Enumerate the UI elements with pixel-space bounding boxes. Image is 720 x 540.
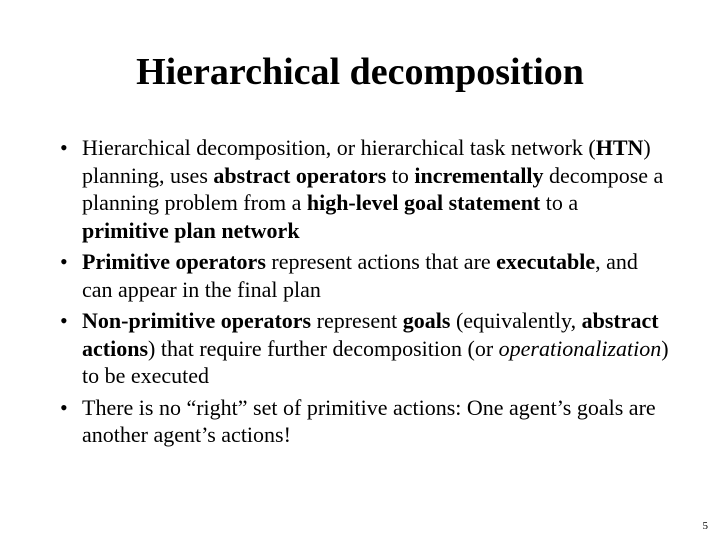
page-number: 5 bbox=[703, 520, 709, 532]
list-item: Hierarchical decomposition, or hierarchi… bbox=[60, 134, 670, 244]
bullet-list: Hierarchical decomposition, or hierarchi… bbox=[60, 134, 670, 449]
slide: Hierarchical decomposition Hierarchical … bbox=[0, 0, 720, 540]
list-item: Non-primitive operators represent goals … bbox=[60, 307, 670, 390]
slide-title: Hierarchical decomposition bbox=[50, 50, 670, 94]
list-item: There is no “right” set of primitive act… bbox=[60, 394, 670, 449]
list-item: Primitive operators represent actions th… bbox=[60, 248, 670, 303]
